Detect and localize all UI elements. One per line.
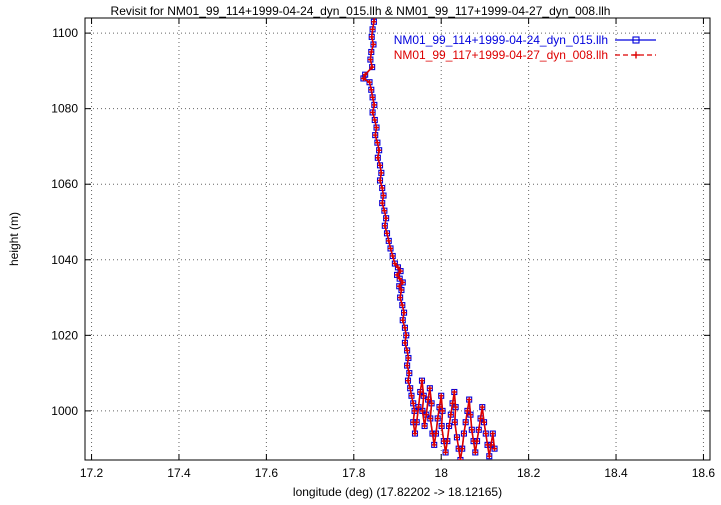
svg-text:17.8: 17.8 <box>342 466 366 480</box>
series-red-track <box>360 18 498 460</box>
grid-lines <box>85 18 710 460</box>
svg-text:1040: 1040 <box>51 253 78 267</box>
svg-text:17.2: 17.2 <box>80 466 104 480</box>
legend: NM01_99_114+1999-04-24_dyn_015.llhNM01_9… <box>394 33 656 62</box>
svg-text:1080: 1080 <box>51 102 78 116</box>
chart-title: Revisit for NM01_99_114+1999-04-24_dyn_0… <box>110 4 611 18</box>
legend-label: NM01_99_114+1999-04-24_dyn_015.llh <box>394 33 608 47</box>
axis-tick-marks <box>85 18 710 460</box>
legend-label: NM01_99_117+1999-04-27_dyn_008.llh <box>394 48 608 62</box>
svg-text:18.6: 18.6 <box>692 466 716 480</box>
svg-text:1100: 1100 <box>52 26 78 40</box>
y-tick-labels: 1000 1020 1040 1060 1080 1100 <box>51 26 78 418</box>
svg-text:1060: 1060 <box>51 177 78 191</box>
svg-text:1000: 1000 <box>51 404 78 418</box>
svg-text:17.4: 17.4 <box>167 466 191 480</box>
svg-text:1020: 1020 <box>51 328 78 342</box>
svg-text:18: 18 <box>435 466 449 480</box>
svg-text:18.2: 18.2 <box>517 466 541 480</box>
plot-border <box>84 17 711 461</box>
x-axis-label: longitude (deg) (17.82202 -> 18.12165) <box>292 485 503 499</box>
svg-text:18.4: 18.4 <box>604 466 628 480</box>
x-tick-labels: 17.2 17.4 17.6 17.8 18 18.2 18.4 18.6 <box>80 466 716 480</box>
svg-text:17.6: 17.6 <box>255 466 279 480</box>
